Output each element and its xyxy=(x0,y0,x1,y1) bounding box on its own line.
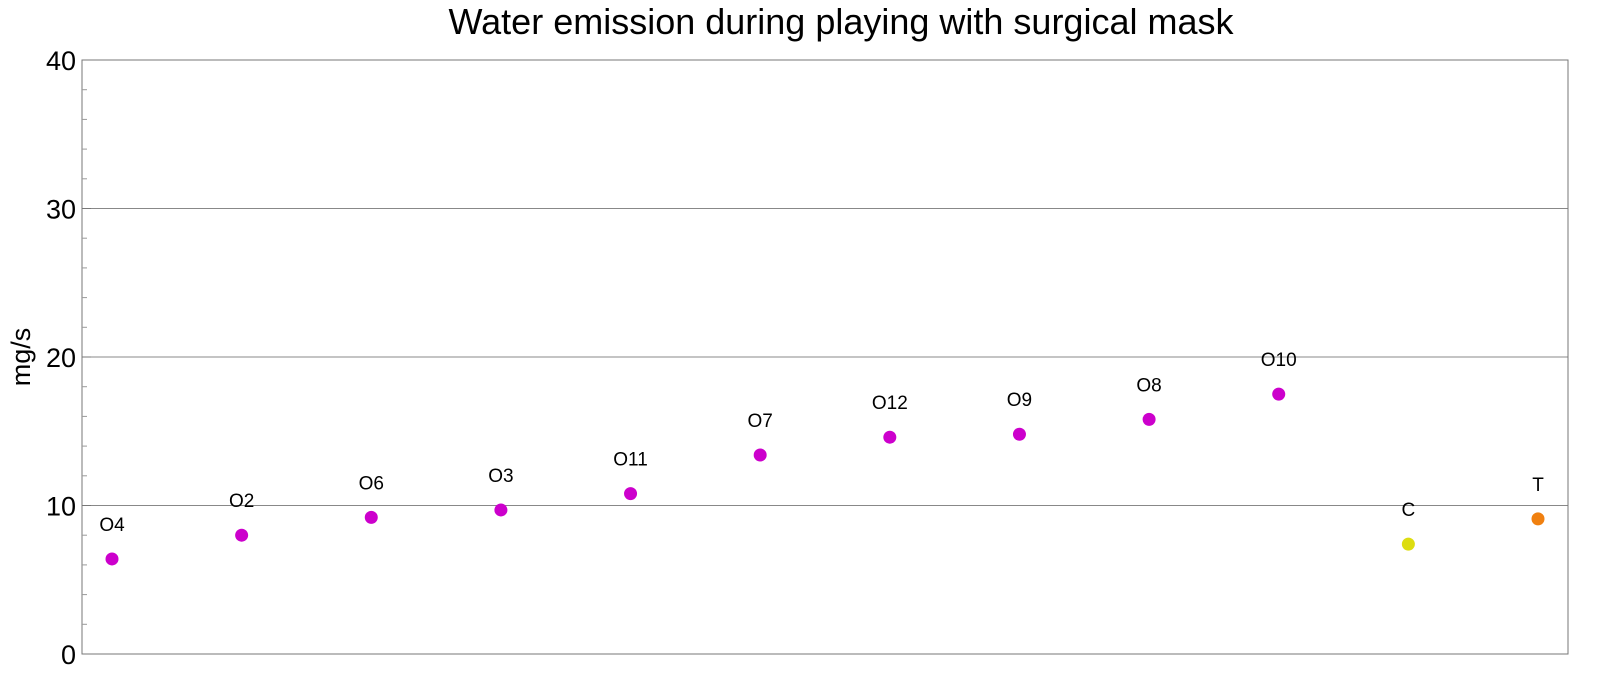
point-label-t: T xyxy=(1532,475,1544,496)
point-label-o10: O10 xyxy=(1261,350,1297,371)
data-point-o2 xyxy=(235,528,249,542)
point-labels: O4 O2 O6 O3 O11 O7 O12 O9 O8 O10 C T xyxy=(99,350,1544,536)
y-tick-label: 40 xyxy=(46,46,76,76)
point-label-o2: O2 xyxy=(229,491,254,512)
y-tick-label: 10 xyxy=(46,492,76,522)
point-label-o7: O7 xyxy=(748,411,773,432)
y-tick-label: 0 xyxy=(61,640,76,670)
data-point-t xyxy=(1531,512,1545,526)
data-points xyxy=(105,387,1545,566)
data-point-o7 xyxy=(753,448,767,462)
y-axis-label: mg/s xyxy=(6,328,36,387)
y-tick-label: 30 xyxy=(46,195,76,225)
grid-lines xyxy=(82,208,1568,506)
point-label-o8: O8 xyxy=(1136,375,1161,396)
data-point-o10 xyxy=(1272,387,1286,401)
point-label-c: C xyxy=(1401,500,1415,521)
data-point-o4 xyxy=(105,552,119,566)
data-point-o6 xyxy=(364,510,378,524)
point-label-o3: O3 xyxy=(488,466,513,487)
data-point-o3 xyxy=(494,503,508,517)
point-label-o9: O9 xyxy=(1007,390,1032,411)
chart-title: Water emission during playing with surgi… xyxy=(449,1,1235,42)
point-label-o12: O12 xyxy=(872,393,908,414)
point-label-o11: O11 xyxy=(613,450,648,471)
y-tick-label: 20 xyxy=(46,343,76,373)
data-point-o12 xyxy=(883,430,897,444)
point-label-o4: O4 xyxy=(99,515,125,536)
data-point-o9 xyxy=(1012,427,1026,441)
data-point-c xyxy=(1401,537,1415,551)
data-point-o11 xyxy=(624,487,638,501)
data-point-o8 xyxy=(1142,412,1156,426)
point-label-o6: O6 xyxy=(359,473,384,494)
y-axis-ticks: 0 10 20 30 40 xyxy=(46,46,91,670)
